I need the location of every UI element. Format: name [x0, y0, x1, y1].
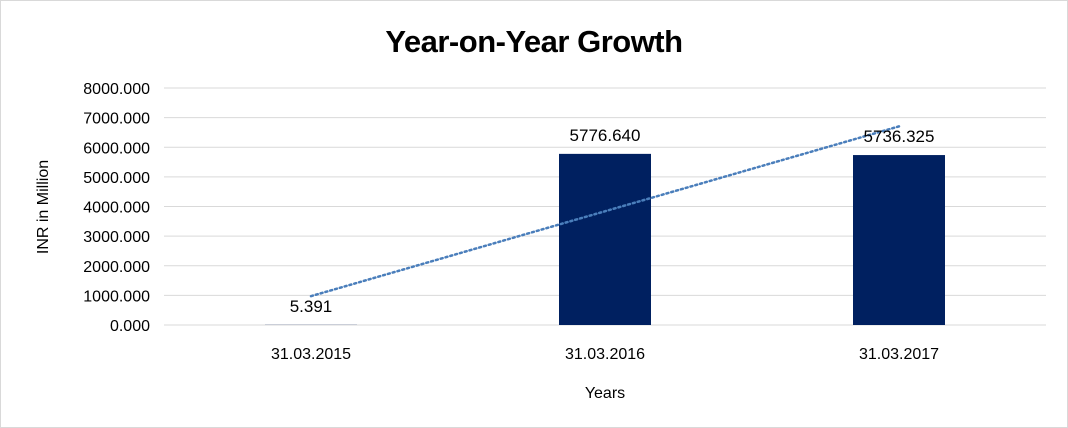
trendline	[309, 125, 901, 298]
x-axis-title: Years	[585, 385, 625, 402]
x-tick-label: 31.03.2017	[859, 346, 939, 363]
data-labels: 5.391 5776.640 5736.325	[290, 126, 935, 316]
y-tick-label: 0.000	[110, 318, 150, 335]
data-label: 5776.640	[570, 126, 641, 145]
data-label: 5.391	[290, 297, 333, 316]
trendline-line	[309, 125, 901, 298]
x-tick-label: 31.03.2016	[565, 346, 645, 363]
x-tick-label: 31.03.2015	[271, 346, 351, 363]
y-tick-label: 2000.000	[83, 259, 150, 276]
chart-title: Year-on-Year Growth	[385, 24, 682, 59]
x-axis-ticks: 31.03.2015 31.03.2016 31.03.2017	[271, 346, 939, 363]
bar	[559, 153, 651, 325]
y-tick-label: 4000.000	[83, 200, 150, 217]
y-tick-label: 6000.000	[83, 140, 150, 157]
y-tick-label: 5000.000	[83, 170, 150, 187]
y-axis-title: INR in Million	[35, 160, 52, 254]
y-tick-label: 3000.000	[83, 229, 150, 246]
bar	[853, 155, 945, 325]
bars	[265, 153, 945, 325]
y-tick-label: 8000.000	[83, 81, 150, 98]
y-axis-ticks: 0.000 1000.000 2000.000 3000.000 4000.000 500…	[83, 81, 150, 335]
data-label: 5736.325	[864, 127, 935, 146]
y-tick-label: 7000.000	[83, 111, 150, 128]
y-tick-label: 1000.000	[83, 288, 150, 305]
